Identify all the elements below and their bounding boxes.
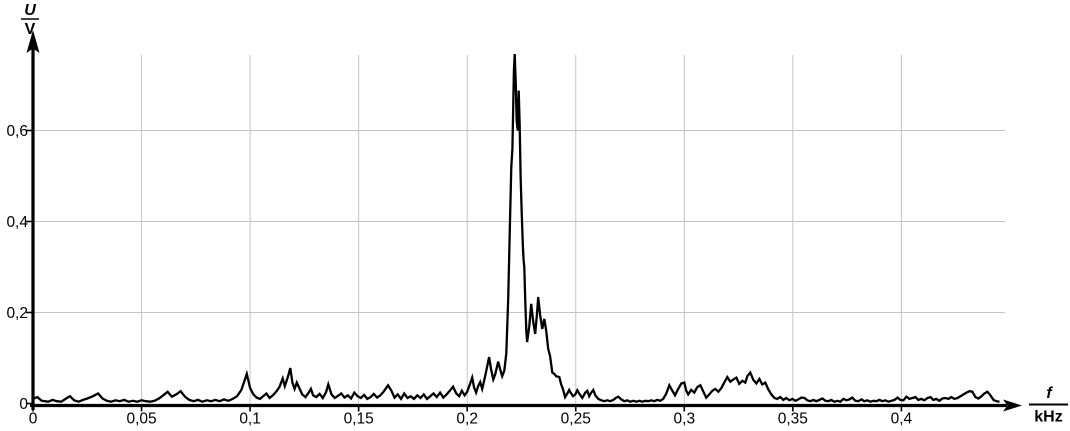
x-tick-label: 0,35: [778, 411, 808, 428]
x-tick-label: 0,2: [456, 411, 478, 428]
y-tick-label: 0,2: [6, 305, 28, 322]
x-tick-label: 0,05: [126, 411, 156, 428]
y-tick-label: 0: [19, 396, 28, 413]
spectrum-curve: [32, 54, 1000, 403]
x-tick-label: 0,25: [561, 411, 591, 428]
y-tick-label: 0,6: [6, 123, 28, 140]
y-axis-quantity-label: U: [24, 2, 36, 19]
x-tick-label: 0: [29, 411, 38, 428]
y-tick-label: 0,4: [6, 214, 28, 231]
y-axis-arrowhead: [26, 30, 40, 53]
x-axis-arrowhead: [1003, 399, 1022, 412]
x-axis-unit-label: kHz: [1034, 409, 1062, 426]
x-axis-quantity-label: f: [1046, 385, 1053, 402]
x-tick-label: 0,4: [891, 411, 913, 428]
x-tick-label: 0,15: [344, 411, 374, 428]
y-axis-unit-label: V: [25, 21, 36, 38]
x-tick-label: 0,1: [239, 411, 261, 428]
x-tick-label: 0,3: [674, 411, 696, 428]
